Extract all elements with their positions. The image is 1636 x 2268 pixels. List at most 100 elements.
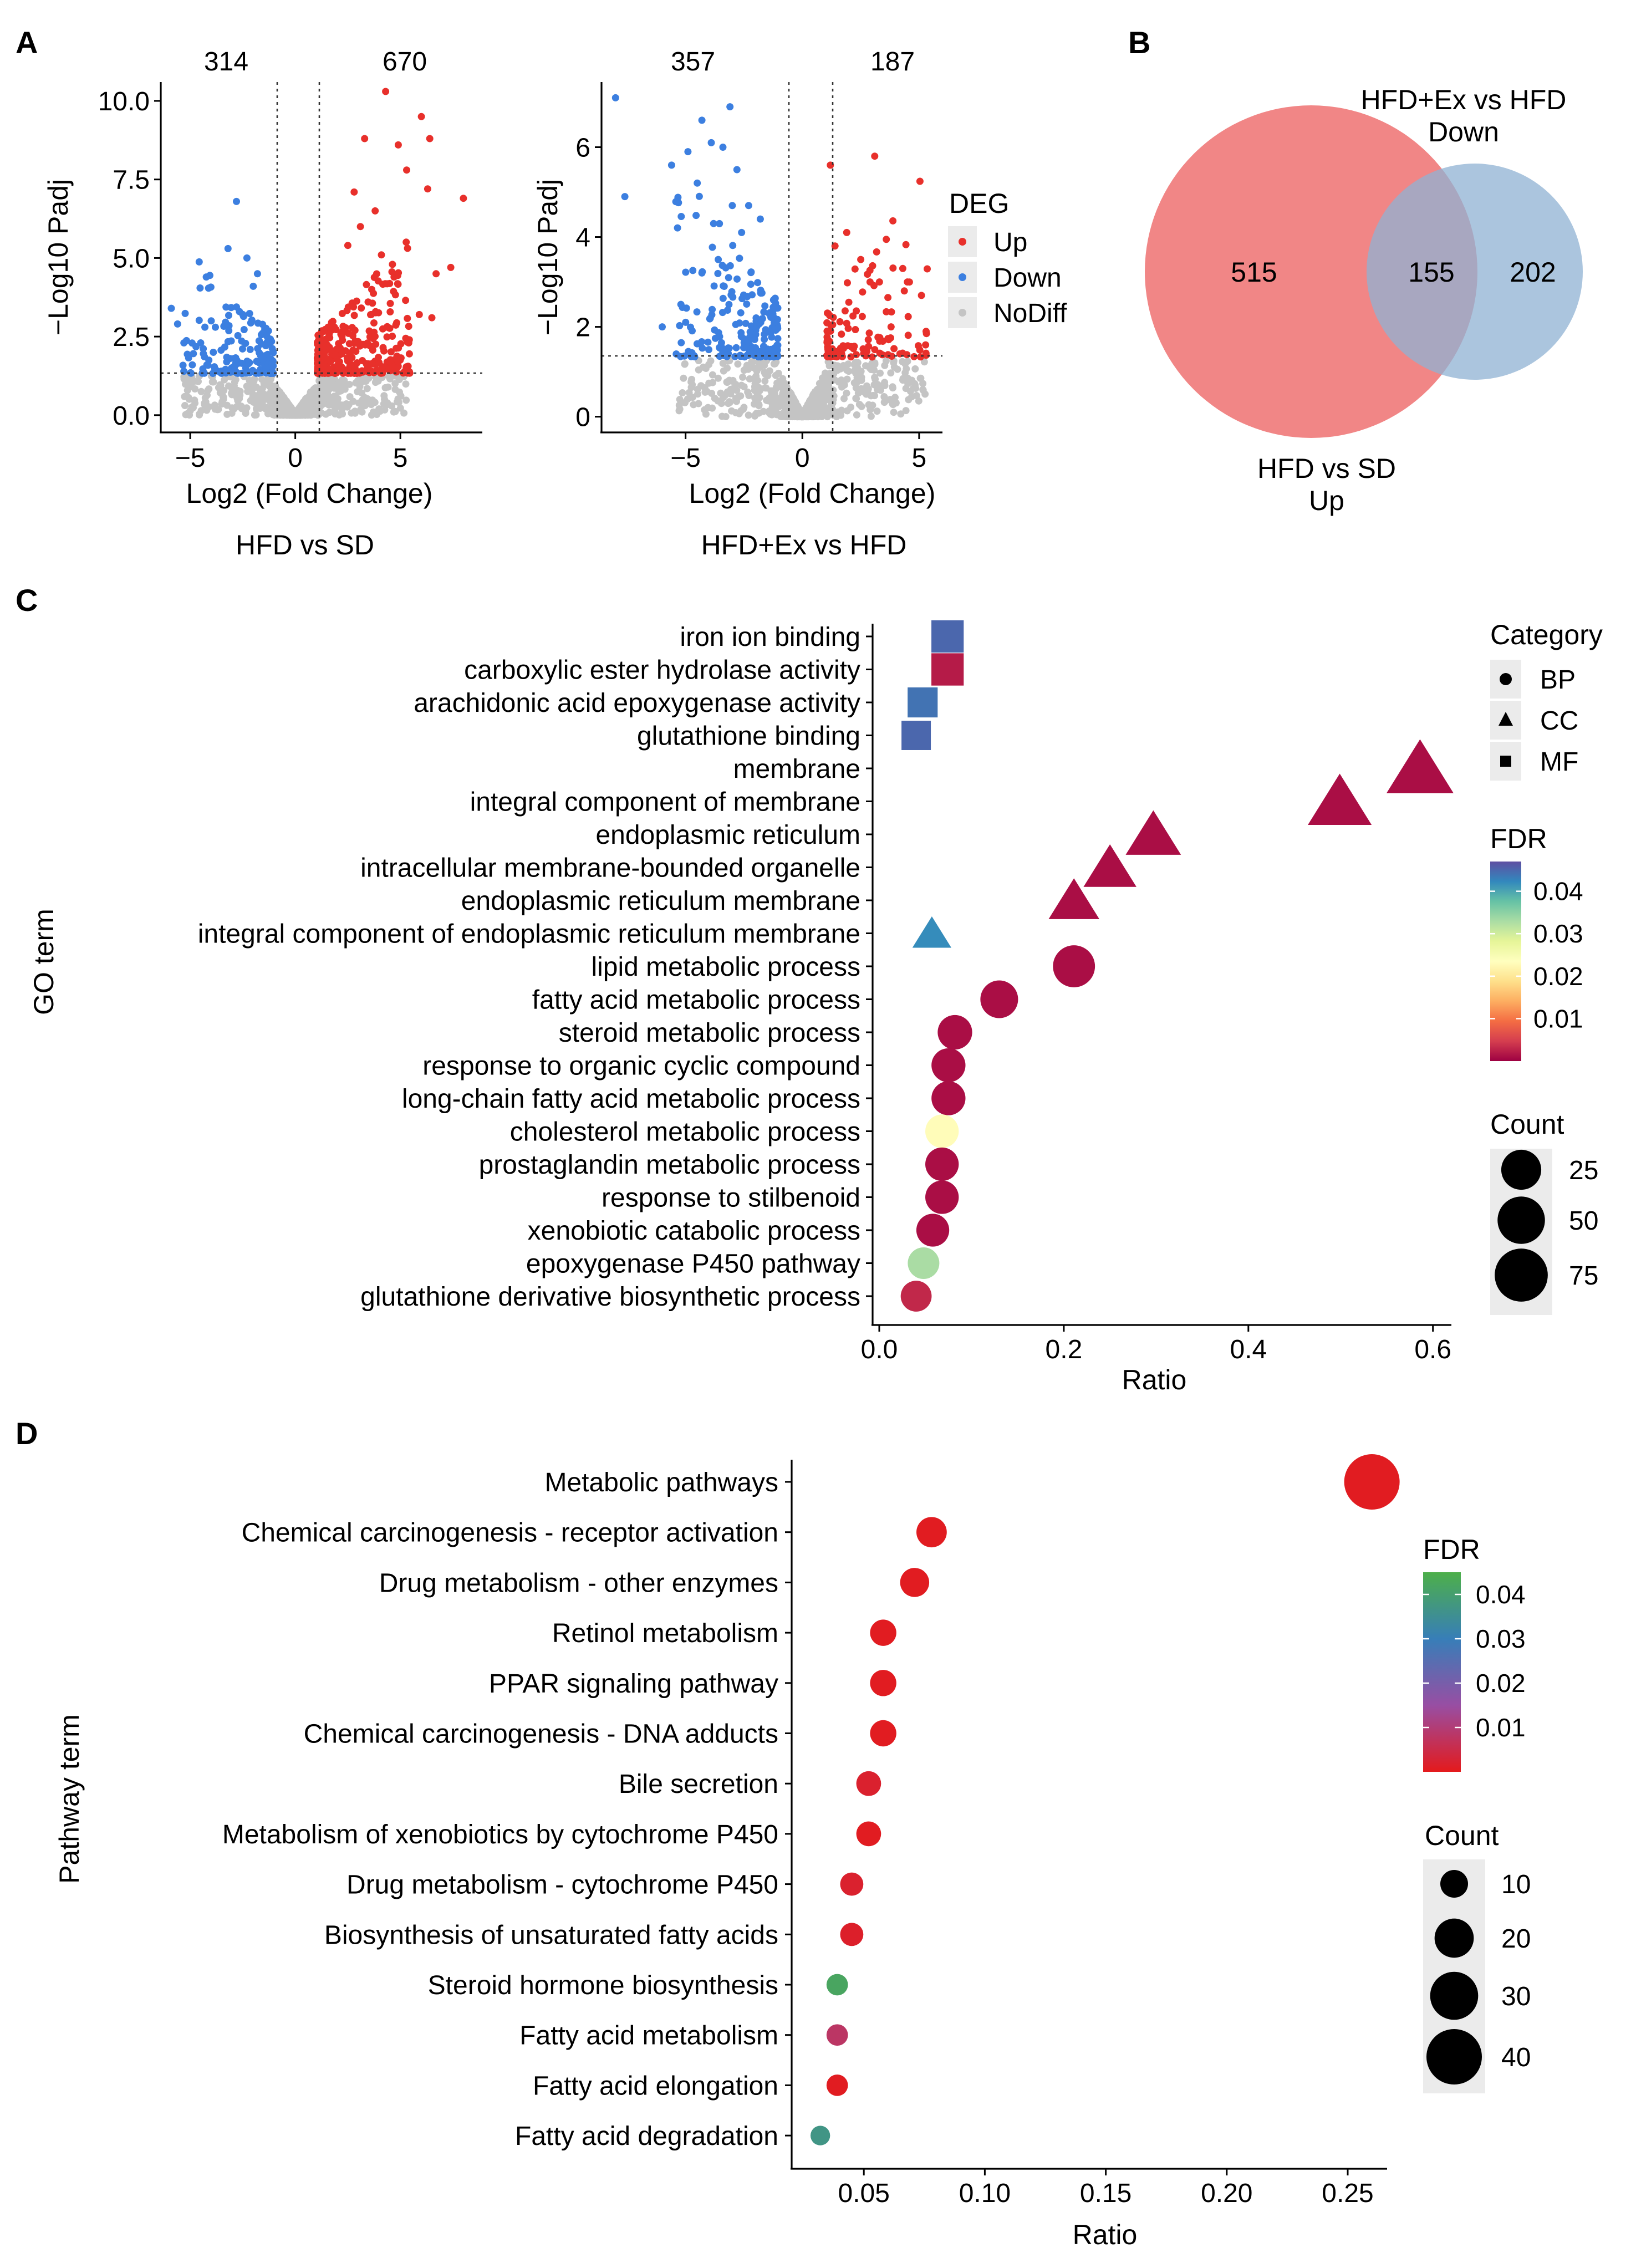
go-count-keys: 25 50 75 [1495,1149,1598,1302]
volcano-point-nodiff [721,391,729,399]
volcano-point-up [338,350,345,358]
volcano-point-up [859,288,867,296]
kegg-term-label: Retinol metabolism [552,1619,778,1648]
volcano-point-nodiff [191,396,198,404]
volcano-point-up [394,141,402,149]
volcano-point-nodiff [228,390,235,397]
volcano-point-up [866,278,874,286]
volcano-point-nodiff [396,404,404,412]
go-mark-bp [900,1281,932,1312]
volcano-point-nodiff [745,392,753,399]
go-y-axis-label: GO term [28,909,59,1015]
go-category-label-cc: CC [1540,706,1578,736]
go-mark-cc [1125,810,1181,855]
volcano-point-up [879,338,886,345]
x-tick-label: 5 [912,444,927,473]
volcano-point-nodiff [267,381,275,389]
volcano1-x-axis-label: Log2 (Fold Change) [186,478,433,509]
volcano-point-nodiff [729,376,737,384]
volcano-point-nodiff [749,358,756,365]
volcano-point-nodiff [838,376,845,384]
panel-label-c: C [16,583,38,618]
go-fdr-legend: FDR 0.04 0.03 0.02 0.01 [1490,823,1583,1061]
volcano-point-nodiff [268,397,276,405]
volcano-point-up [918,292,925,299]
volcano-point-nodiff [738,381,745,389]
volcano-point-nodiff [365,374,373,382]
volcano-point-nodiff [739,373,747,381]
volcano-point-nodiff [375,405,383,413]
volcano-point-nodiff [772,407,779,415]
volcano-point-up [379,325,386,333]
volcano-point-up [389,333,396,340]
volcano-point-down [195,258,203,266]
volcano-point-down [659,323,666,331]
volcano-point-down [224,244,232,252]
go-term-label: integral component of endoplasmic reticu… [198,920,860,949]
volcano-point-up [388,268,396,276]
volcano-point-down [692,212,700,220]
go-mark-cc [1387,739,1454,793]
volcano-point-nodiff [761,370,769,378]
volcano-point-nodiff [793,405,801,412]
volcano-point-down [737,333,745,340]
kegg-mark [1344,1454,1400,1510]
volcano-point-up [428,314,436,322]
volcano-point-nodiff [396,388,403,396]
volcano-point-nodiff [785,396,793,404]
volcano-point-up [862,352,870,360]
x-tick-label: 0 [288,444,303,473]
volcano-point-down [747,322,755,330]
kegg-term-label: Chemical carcinogenesis - DNA adducts [304,1720,778,1749]
volcano-point-nodiff [201,401,208,409]
go-category-key-bp [1500,673,1512,685]
volcano-point-nodiff [853,411,860,419]
volcano-point-up [386,324,394,332]
volcano-point-down [222,318,230,326]
volcano-point-up [405,350,413,358]
volcano-point-down [773,315,781,323]
go-x-tick-label: 0.0 [861,1335,898,1364]
volcano-point-up [345,340,353,348]
volcano-point-down [728,202,736,210]
volcano-point-nodiff [903,365,910,373]
kegg-term-labels: Metabolic pathways Chemical carcinogenesi… [222,1468,792,2151]
volcano-point-nodiff [701,384,709,391]
volcano-point-nodiff [709,404,716,412]
volcano-point-down [207,283,215,291]
volcano-point-down [210,349,217,356]
volcano-point-nodiff [205,385,213,393]
kegg-mark [900,1568,930,1597]
volcano-point-down [263,333,271,340]
volcano-point-nodiff [740,405,747,413]
volcano-point-nodiff [253,383,261,391]
volcano-point-nodiff [742,365,750,373]
volcano-point-down [737,309,745,317]
kegg-mark [840,1872,864,1896]
volcano-point-down [718,344,726,351]
go-term-label: integral component of membrane [470,788,860,817]
volcano-point-down [684,148,692,156]
volcano-point-down [672,198,680,206]
volcano-point-nodiff [819,374,826,382]
volcano-point-up [460,195,467,202]
volcano-point-down [230,363,238,370]
kegg-term-label: Fatty acid metabolism [519,2021,778,2051]
volcano-point-up [356,342,364,350]
kegg-term-label: Drug metabolism - cytochrome P450 [346,1871,778,1900]
venn-count-hfd-only: 515 [1231,257,1277,288]
go-mark-bp [925,1147,959,1181]
volcano-point-nodiff [343,400,350,407]
volcano-point-up [361,135,369,142]
volcano-point-up [378,251,385,259]
go-fdr-tick-label: 0.04 [1533,877,1583,906]
volcano-point-nodiff [221,376,228,384]
volcano-point-down [761,335,768,343]
volcano-point-up [858,313,866,320]
go-category-legend: Category BP CC MF [1490,619,1603,781]
volcano-point-down [682,304,690,312]
volcano-point-nodiff [881,361,889,369]
volcano-point-nodiff [182,411,190,419]
volcano-point-nodiff [232,376,239,384]
volcano-point-down [227,337,235,345]
